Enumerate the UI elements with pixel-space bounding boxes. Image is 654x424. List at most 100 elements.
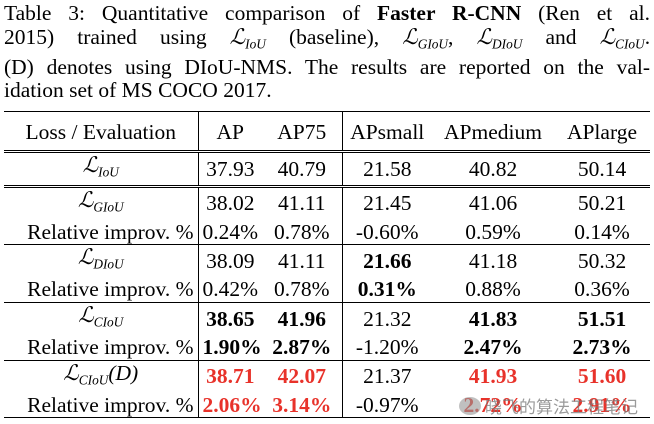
caption-line-3: (D) denotes using DIoU-NMS. The results … (4, 54, 650, 79)
table-cell: 50.14 (577, 156, 627, 181)
loss-symbol: ℒCIoU (78, 302, 124, 330)
table-cell: 0.36% (574, 277, 630, 302)
relative-row: Relative improv. % 0.42% 0.78% 0.31% 0.88% 0.… (4, 276, 650, 303)
table-cell: 0.31% (357, 277, 417, 302)
relative-row: Relative improv. % 1.90% 2.87% -1.20% 2.47% 2… (4, 334, 650, 361)
table-cell: 38.02 (206, 191, 255, 216)
table-cell: 0.42% (202, 277, 259, 302)
table-cell: 21.66 (363, 249, 412, 274)
header-cell: Loss / Evaluation (4, 111, 199, 152)
table-cell: 38.71 (206, 364, 255, 389)
table-cell: 38.09 (206, 249, 255, 274)
table-cell: 51.51 (577, 306, 627, 331)
caption-text: Quantitative comparison of (101, 1, 361, 25)
table-cell: 2.06% (202, 392, 262, 417)
table-cell: 41.11 (262, 244, 343, 277)
table-cell: 0.59% (465, 219, 521, 244)
header-cell: AP (216, 120, 244, 144)
table-cell: 40.82 (468, 156, 518, 181)
loss-symbol: ℒCIoU (63, 360, 109, 388)
loss-subscript: IoU (98, 164, 119, 180)
table-cell: 3.14% (262, 392, 343, 418)
watermark: 晓飞的算法工程笔记 (459, 393, 638, 418)
header-cell: APsmall (350, 120, 425, 144)
table-cell: 40.79 (262, 151, 343, 187)
table-cell: 42.07 (262, 360, 343, 393)
table-cell: 41.06 (468, 191, 518, 216)
table-cell: 41.83 (468, 306, 518, 331)
loss-subscript: CIoU (93, 314, 124, 330)
relative-label: Relative improv. % (4, 276, 199, 303)
table-cell: -0.97% (355, 392, 419, 417)
loss-cell: ℒCIoU (4, 302, 199, 335)
table-cell: 0.24% (202, 219, 259, 244)
loss-subscript: GIoU (93, 199, 124, 215)
caption-text: and (545, 24, 577, 49)
loss-row: ℒGIoU 38.02 41.11 21.45 41.06 50.21 (4, 186, 650, 220)
caption-text: (baseline), (288, 24, 380, 49)
loss-subscript: GIoU (417, 36, 449, 52)
loss-symbol: ℒCIoU (599, 24, 645, 52)
loss-subscript: IoU (245, 36, 266, 52)
table-cell: 50.32 (577, 249, 627, 274)
table-cell: 41.18 (468, 249, 518, 274)
caption-text: 2015) trained using (4, 24, 207, 49)
header-row: Loss / Evaluation AP AP75 APsmall APmedi… (4, 111, 650, 152)
table-cell: 41.11 (262, 186, 343, 220)
loss-cell: ℒGIoU (4, 186, 199, 220)
results-table: Loss / Evaluation AP AP75 APsmall APmedi… (4, 111, 650, 418)
table-cell: 0.78% (262, 276, 343, 303)
table-cell: 21.32 (363, 306, 412, 331)
table-cell: 21.45 (363, 191, 412, 216)
table-cell: 38.65 (206, 306, 255, 331)
table-cell: 0.78% (262, 219, 343, 245)
loss-subscript: CIoU (78, 372, 109, 388)
loss-symbol: ℒIoU (82, 153, 119, 180)
loss-suffix: (D) (108, 360, 139, 385)
caption-model: Faster R-CNN (377, 1, 522, 25)
table-cell: 0.14% (574, 219, 630, 244)
table-cell: 21.58 (363, 156, 412, 181)
header-cell: AP75 (262, 111, 343, 152)
table-cell: 50.21 (577, 191, 627, 216)
header-cell: APlarge (566, 120, 638, 144)
table-cell: 41.96 (262, 302, 343, 335)
caption-text: (Ren et al. (538, 1, 651, 25)
table-cell: 21.37 (363, 364, 412, 389)
wechat-icon (459, 396, 481, 415)
loss-symbol: ℒDIoU (77, 245, 124, 272)
table-caption: Table 3: Quantitative comparison of Fast… (4, 1, 651, 103)
loss-symbol: ℒIoU (229, 24, 266, 52)
loss-symbol: ℒDIoU (476, 24, 523, 52)
watermark-text: 晓飞的算法工程笔记 (485, 398, 638, 418)
table-cell: 0.88% (465, 277, 521, 302)
loss-cell: ℒIoU (4, 151, 199, 187)
table-cell: 41.93 (468, 364, 518, 389)
table-cell: 1.90% (202, 335, 262, 360)
loss-row: ℒDIoU 38.09 41.11 21.66 41.18 50.32 (4, 244, 650, 277)
relative-row: Relative improv. % 2.06% 3.14% -0.97% 2.72% 2… (4, 392, 650, 418)
caption-line-2: 2015) trained using ℒIoU (baseline), ℒGI… (4, 24, 651, 52)
table-cell: 37.93 (206, 156, 255, 181)
table-cell: 2.91% (572, 392, 632, 417)
table-cell: 2.73% (572, 335, 632, 360)
table-cell: 51.60 (577, 364, 627, 389)
caption-label: Table 3: (4, 1, 86, 25)
loss-cell: ℒDIoU (4, 244, 199, 277)
loss-row: ℒCIoU(D) 38.71 42.07 21.37 41.93 51.60 (4, 360, 650, 393)
relative-label: Relative improv. % (4, 219, 199, 245)
loss-cell: ℒCIoU(D) (4, 360, 199, 393)
relative-label: Relative improv. % (4, 334, 199, 361)
header-cell: APmedium (444, 120, 542, 144)
caption-line-4: idation set of MS COCO 2017. (4, 78, 272, 103)
loss-subscript: CIoU (615, 36, 645, 52)
table-cell: -1.20% (355, 335, 419, 360)
loss-symbol: ℒGIoU (402, 24, 449, 52)
loss-symbol: ℒGIoU (77, 187, 124, 215)
loss-row: ℒCIoU 38.65 41.96 21.32 41.83 51.51 (4, 302, 650, 335)
relative-label: Relative improv. % (4, 392, 199, 418)
table-cell: -0.60% (355, 219, 419, 244)
table-cell: 2.87% (262, 334, 343, 361)
loss-subscript: DIoU (93, 256, 124, 272)
table-cell: 2.47% (463, 335, 523, 360)
